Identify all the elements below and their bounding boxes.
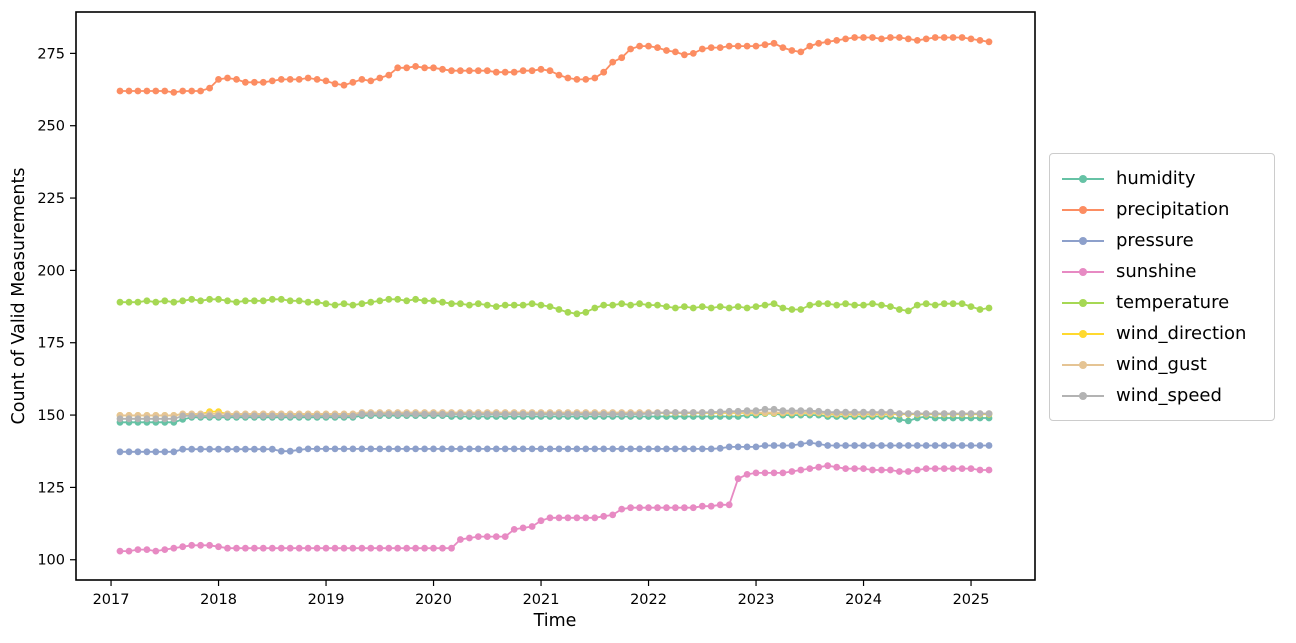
y-tick-label: 250 — [37, 119, 65, 135]
legend-entry-wind_direction: wind_direction — [1060, 318, 1264, 349]
legend-label: wind_speed — [1116, 385, 1222, 406]
legend-label: sunshine — [1116, 261, 1197, 282]
y-tick-label: 200 — [37, 263, 65, 279]
series-line-temperature — [120, 298, 990, 315]
axes-layer: 2017 2018 2019 2020 2021 2022 2023 2024 2025 100 1… — [37, 11, 1036, 608]
x-tick-label: 2023 — [738, 592, 775, 608]
legend-entry-pressure: pressure — [1060, 225, 1264, 256]
x-tick-label: 2021 — [523, 592, 560, 608]
series-markers-sunshine — [116, 462, 993, 555]
y-tick-label: 150 — [37, 408, 65, 424]
legend-line-marker-icon — [1062, 329, 1104, 338]
legend-line-marker-icon — [1062, 236, 1104, 245]
y-tick-label: 275 — [37, 46, 65, 62]
legend-entry-temperature: temperature — [1060, 287, 1264, 318]
legend-line-marker-icon — [1062, 360, 1104, 369]
y-axis-title: Count of Valid Measurements — [9, 168, 29, 425]
legend-label: pressure — [1116, 230, 1194, 251]
y-tick-label: 175 — [37, 336, 65, 352]
series-markers-precipitation — [116, 34, 993, 96]
legend-line-marker-icon — [1062, 391, 1104, 400]
legend-label: wind_direction — [1116, 323, 1247, 344]
legend-label: wind_gust — [1116, 354, 1207, 375]
legend-label: precipitation — [1116, 199, 1230, 220]
series-markers-wind_speed — [116, 405, 993, 423]
legend-entry-humidity: humidity — [1060, 163, 1264, 194]
legend-line-marker-icon — [1062, 205, 1104, 214]
legend-entry-wind_gust: wind_gust — [1060, 349, 1264, 380]
series-line-sunshine — [120, 464, 989, 553]
series-layer — [116, 34, 993, 555]
x-axis-title: Time — [533, 611, 577, 631]
x-tick-label: 2019 — [308, 592, 345, 608]
legend-line-marker-icon — [1062, 298, 1104, 307]
series-line-pressure — [120, 441, 989, 453]
x-tick-label: 2020 — [415, 592, 452, 608]
legend: humidity precipitation pressure sunshine tem… — [1049, 153, 1275, 421]
x-tick-label: 2017 — [93, 592, 130, 608]
legend-label: temperature — [1116, 292, 1230, 313]
plot-frame — [75, 11, 1036, 581]
legend-entry-wind_speed: wind_speed — [1060, 380, 1264, 411]
legend-line-marker-icon — [1062, 267, 1104, 276]
series-line-precipitation — [120, 36, 990, 94]
x-tick-label: 2024 — [845, 592, 882, 608]
y-tick-label: 125 — [37, 480, 65, 496]
legend-line-marker-icon — [1062, 174, 1104, 183]
y-tick-label: 225 — [37, 191, 65, 207]
series-markers-pressure — [116, 439, 993, 456]
x-tick-label: 2022 — [630, 592, 667, 608]
legend-entry-sunshine: sunshine — [1060, 256, 1264, 287]
legend-label: humidity — [1116, 168, 1196, 189]
y-tick-label: 100 — [37, 553, 65, 569]
x-tick-label: 2018 — [200, 592, 237, 608]
x-tick-label: 2025 — [953, 592, 990, 608]
legend-entry-precipitation: precipitation — [1060, 194, 1264, 225]
series-markers-temperature — [116, 295, 993, 318]
